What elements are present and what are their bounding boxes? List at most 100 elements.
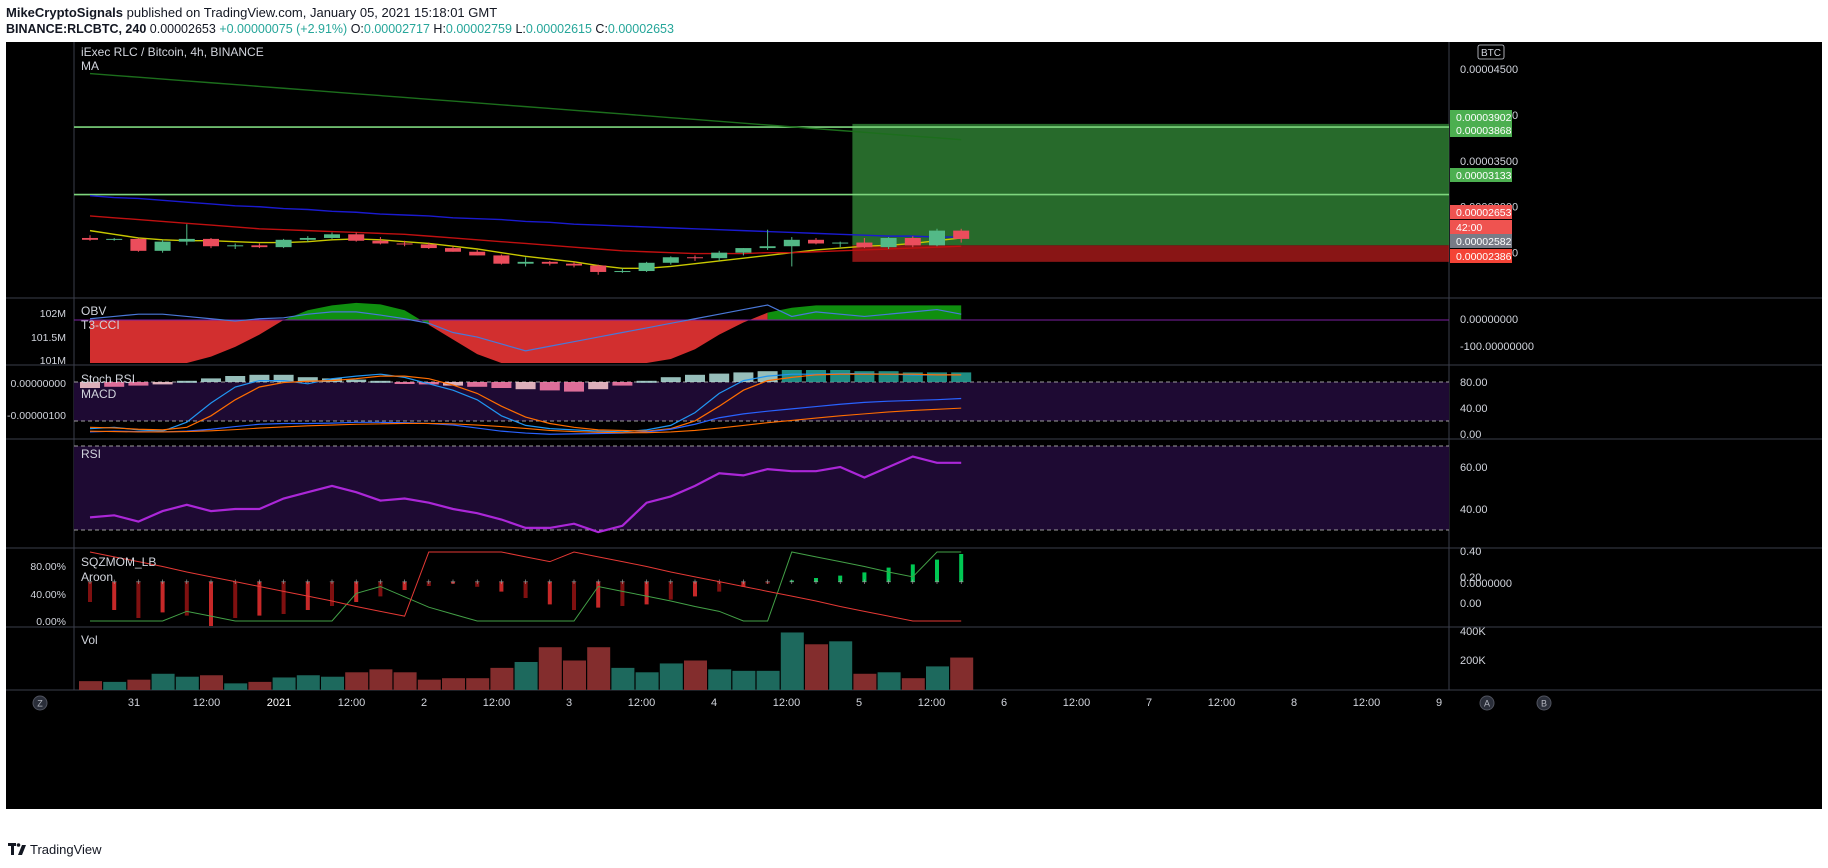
squeeze-momentum-bar — [959, 554, 964, 582]
candle-body — [154, 241, 171, 251]
symbol-label: BINANCE:RLCBTC, 240 — [6, 22, 147, 36]
macd-histogram-bar — [830, 370, 851, 382]
squeeze-dot: + — [87, 577, 92, 587]
squeeze-momentum-bar — [765, 582, 770, 584]
candle-body — [396, 243, 413, 245]
squeeze-momentum-bar — [402, 582, 407, 590]
chart-control-label: A — [1484, 699, 1490, 709]
rsi-legend: RSI — [81, 447, 101, 461]
macd-histogram-bar — [660, 377, 681, 382]
macd-histogram-bar — [104, 382, 125, 387]
macd-histogram-bar — [564, 382, 584, 392]
time-axis-label: 12:00 — [628, 697, 656, 709]
squeeze-momentum-bar — [789, 580, 794, 582]
squeeze-dot: + — [886, 577, 891, 587]
price-badge-label: 0.00002653 — [1456, 207, 1512, 219]
footer-brand[interactable]: TradingView — [8, 842, 102, 857]
squeeze-dot: + — [547, 577, 552, 587]
volume-bar — [127, 679, 151, 690]
squeeze-momentum-bar — [354, 582, 359, 602]
rsi-right-label: 40.00 — [1460, 504, 1488, 516]
squeeze-momentum-bar — [233, 582, 238, 618]
volume-bar — [248, 681, 272, 690]
time-axis-label: 12:00 — [773, 697, 801, 709]
macd-left-label: -0.00000100 — [7, 410, 66, 422]
close-label: C: — [595, 22, 608, 36]
volume-bar — [829, 641, 853, 690]
volume-bar — [272, 677, 296, 690]
macd-histogram-bar — [515, 382, 536, 390]
squeeze-momentum-bar — [426, 582, 431, 586]
squeeze-momentum-bar — [451, 582, 455, 584]
price-badge — [1450, 205, 1512, 219]
volume-bar — [587, 647, 611, 690]
footer-brand-text: TradingView — [30, 842, 102, 857]
chart-svg[interactable]: 0.000045000.000040000.000035000.00003000… — [6, 42, 1822, 809]
time-axis-label: 4 — [711, 697, 717, 709]
candle-body — [590, 265, 607, 272]
macd-histogram-bar — [394, 382, 415, 384]
obv-left-label: 101M — [40, 355, 66, 367]
squeeze-momentum-bar — [88, 582, 92, 602]
close-value: 0.00002653 — [607, 22, 674, 36]
macd-histogram-bar — [346, 379, 367, 382]
t3-cci-legend: T3-CCI — [81, 318, 120, 332]
volume-bar — [805, 644, 828, 690]
squeeze-dot: + — [596, 577, 601, 587]
target-zone — [852, 123, 1449, 246]
macd-histogram-bar — [491, 382, 512, 388]
squeeze-dot: + — [741, 577, 746, 587]
chart-area[interactable]: 0.000045000.000040000.000035000.00003000… — [6, 42, 1822, 809]
squeeze-dot: + — [257, 577, 262, 587]
squeeze-dot: + — [281, 577, 286, 587]
squeeze-momentum-bar — [620, 582, 625, 606]
volume-bar — [393, 672, 417, 690]
squeeze-momentum-bar — [475, 582, 480, 587]
chart-control-button — [1536, 695, 1552, 711]
volume-bar — [659, 663, 683, 690]
chart-control-label: B — [1541, 699, 1547, 709]
squeeze-dot: + — [402, 577, 407, 587]
volume-bar — [538, 647, 562, 690]
squeeze-momentum-bar — [184, 582, 189, 616]
squeeze-dot: + — [668, 577, 673, 587]
volume-bar — [756, 670, 780, 690]
candle-body — [106, 238, 123, 240]
time-axis-label: 6 — [1001, 697, 1007, 709]
squeeze-momentum-bar — [862, 572, 867, 582]
volume-right-label: 200K — [1460, 655, 1486, 667]
main-legend-ma: MA — [81, 59, 99, 73]
last-price: 0.00002653 — [149, 22, 216, 36]
macd-histogram-bar — [297, 377, 318, 382]
volume-bar — [877, 672, 901, 690]
author-name[interactable]: MikeCryptoSignals — [6, 5, 124, 20]
squeeze-momentum-bar — [644, 582, 649, 605]
moving-average-line — [89, 195, 962, 238]
volume-bar — [780, 632, 804, 690]
sqzmom-legend: SQZMOM_LB — [81, 555, 156, 569]
stoch-d-line — [89, 373, 962, 432]
symbol-line: BINANCE:RLCBTC, 240 0.00002653 +0.000000… — [6, 22, 674, 36]
macd-histogram-bar — [249, 374, 270, 382]
squeeze-momentum-bar — [572, 582, 576, 610]
candle-body — [953, 230, 970, 239]
candle-body — [711, 252, 728, 259]
macd-histogram-bar — [588, 382, 609, 390]
sqz-right-label: 0.20 — [1460, 572, 1481, 584]
currency-badge — [1477, 44, 1505, 60]
squeeze-dot: + — [475, 577, 480, 587]
macd-histogram-bar — [176, 380, 197, 383]
candle-body — [541, 261, 558, 264]
squeeze-momentum-bar — [523, 582, 528, 598]
volume-bar — [490, 667, 514, 690]
candle-body — [735, 248, 752, 253]
candle-body — [275, 239, 292, 248]
aroon-left-label: 40.00% — [30, 589, 66, 601]
stoch-right-label: 80.00 — [1460, 377, 1488, 389]
candle-body — [783, 239, 800, 247]
squeeze-momentum-bar — [838, 575, 843, 582]
squeeze-momentum-bar — [693, 582, 697, 597]
rsi-band — [74, 446, 1449, 530]
price-badge — [1450, 234, 1512, 248]
squeeze-momentum-bar — [257, 582, 262, 616]
